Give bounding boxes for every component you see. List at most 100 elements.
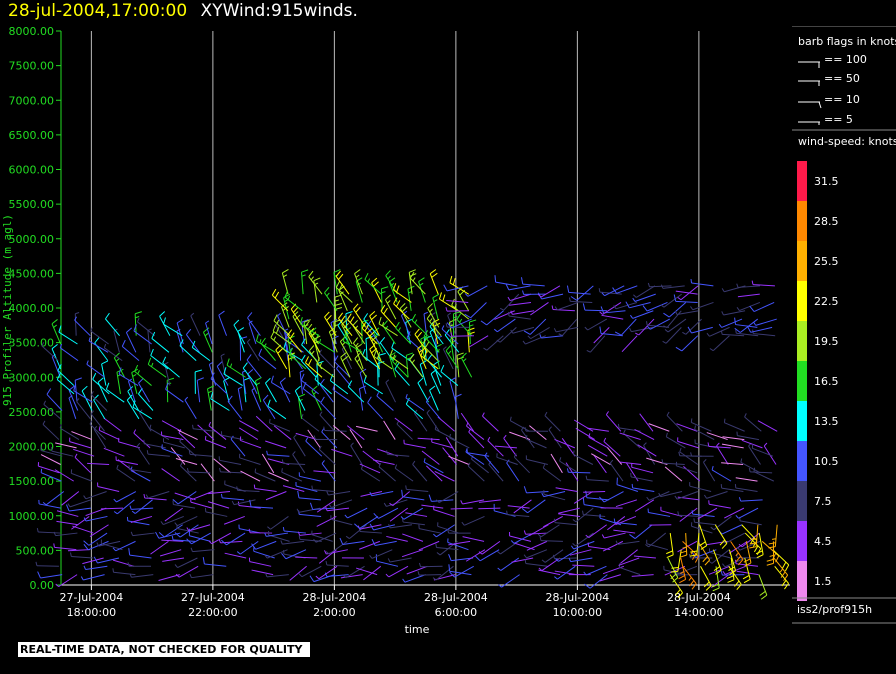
wind-barb-543-shaft	[721, 462, 744, 466]
wind-barb-447	[386, 450, 410, 457]
wind-barb-638-shaft	[223, 373, 243, 386]
wind-barb-533-shaft	[676, 423, 698, 432]
wind-barb-885-flag-0	[599, 311, 603, 315]
wind-barb-254	[618, 557, 640, 566]
wind-barb-844-shaft	[446, 300, 469, 303]
wind-barb-211-flag-0	[521, 507, 528, 514]
wind-barb-825-flag-0	[432, 293, 440, 299]
x-tick-time-5: 14:00:00	[674, 606, 723, 619]
wind-barb-6-flag-0	[53, 543, 55, 548]
wind-barb-674	[300, 354, 317, 378]
wind-barb-268	[645, 532, 667, 548]
wind-barb-577-flag-0	[90, 391, 94, 396]
wind-barb-861-flag-0	[505, 283, 510, 291]
wind-barb-835	[468, 319, 477, 345]
wind-barb-849-flag-0	[483, 347, 488, 351]
wind-barb-192-flag-0	[478, 551, 483, 555]
wind-barb-263	[633, 555, 656, 559]
wind-barb-888	[621, 335, 638, 353]
colorbar-label-2: 25.5	[814, 255, 839, 268]
wind-barb-644-flag-1	[256, 382, 261, 386]
wind-barb-714-shaft	[405, 397, 425, 411]
wind-barb-880-shaft	[587, 318, 608, 331]
wind-barb-743-flag-1	[276, 319, 280, 324]
wind-barb-183-shaft	[447, 541, 469, 551]
wind-barb-165-shaft	[406, 488, 429, 493]
wind-barb-620-shaft	[179, 345, 197, 361]
wind-barb-192	[478, 540, 501, 555]
wind-barb-366-shaft	[99, 429, 120, 441]
wind-barb-722-flag-0	[429, 385, 436, 391]
wind-barb-567-flag-0	[56, 373, 61, 380]
x-tick-date-0: 27-Jul-2004	[59, 591, 123, 604]
wind-barb-925	[734, 318, 759, 333]
wind-barb-8	[56, 520, 79, 526]
wind-barb-240	[585, 524, 607, 539]
wind-barb-928-shaft	[737, 285, 761, 288]
wind-barb-782	[342, 334, 363, 353]
wind-barb-570	[58, 325, 78, 345]
wind-barb-201	[509, 531, 532, 542]
wind-barb-527-shaft	[666, 415, 683, 432]
wind-barb-881-flag-0	[582, 303, 586, 311]
wind-barb-665-flag-0	[299, 370, 305, 373]
wind-barb-349	[40, 454, 61, 465]
wind-barb-363-shaft	[89, 423, 106, 440]
wind-barb-685	[329, 373, 349, 395]
wind-barb-741-flag-0	[270, 331, 275, 338]
wind-barb-385	[161, 420, 182, 432]
wind-barb-41-shaft	[130, 515, 153, 523]
wind-barb-326-shaft	[699, 524, 708, 546]
wind-barb-501-flag-0	[585, 475, 588, 480]
wind-barb-270-shaft	[648, 512, 671, 517]
wind-barb-328-flag-1	[713, 566, 721, 572]
x-tick-date-3: 28-Jul-2004	[424, 591, 488, 604]
wind-barb-872-flag-0	[558, 333, 563, 336]
wind-barb-558	[43, 400, 61, 420]
wind-barb-631-shaft	[216, 366, 229, 386]
wind-barb-35-flag-0	[113, 498, 117, 503]
wind-barb-877	[570, 285, 594, 301]
wind-barb-87-shaft	[251, 569, 274, 576]
wind-barb-155-flag-0	[383, 502, 387, 507]
wind-barb-186	[450, 507, 473, 510]
wind-barb-474	[484, 452, 500, 474]
wind-barb-461-shaft	[431, 441, 454, 449]
wind-barb-122-shaft	[312, 489, 335, 493]
wind-barb-533	[676, 423, 698, 432]
wind-barb-162	[405, 512, 428, 517]
wind-barb-657-shaft	[279, 382, 291, 403]
wind-barb-480	[494, 445, 517, 449]
wind-barb-526-shaft	[666, 436, 686, 449]
wind-barb-852-flag-0	[493, 328, 498, 333]
wind-barb-901	[647, 282, 672, 288]
wind-barb-341-flag-0	[749, 546, 757, 549]
wind-barb-120-shaft	[312, 507, 335, 510]
wind-barb-819	[420, 348, 439, 370]
wind-barb-129-shaft	[331, 499, 353, 508]
wind-barb-834-flag-1	[467, 331, 475, 335]
wind-barb-60-shaft	[177, 515, 198, 527]
wind-barb-837-flag-0	[451, 298, 455, 306]
wind-barb-465-shaft	[449, 437, 470, 449]
wind-barb-19-shaft	[82, 557, 104, 565]
wind-barb-128-shaft	[327, 507, 350, 512]
wind-barb-68-flag-0	[186, 527, 190, 532]
wind-barb-806-flag-1	[397, 327, 401, 332]
wind-barb-26-flag-0	[93, 556, 98, 564]
wind-barb-476-shaft	[482, 415, 499, 432]
wind-barb-431	[319, 411, 336, 432]
y-tick-label-12: 6000.00	[9, 164, 55, 177]
wind-barb-454	[423, 458, 444, 474]
wind-barb-680-flag-0	[319, 349, 322, 354]
quality-warning-banner: REAL-TIME DATA, NOT CHECKED FOR QUALITY	[18, 642, 311, 657]
wind-barb-264-flag-0	[629, 534, 636, 539]
wind-barb-910-flag-0	[674, 310, 678, 315]
wind-barb-607-flag-0	[164, 361, 169, 365]
wind-barb-79	[223, 515, 245, 525]
wind-barb-245-shaft	[599, 574, 621, 582]
wind-barb-401-shaft	[230, 438, 246, 457]
wind-barb-368	[116, 464, 136, 482]
wind-barb-435	[350, 442, 363, 465]
wind-barb-234	[572, 532, 594, 547]
